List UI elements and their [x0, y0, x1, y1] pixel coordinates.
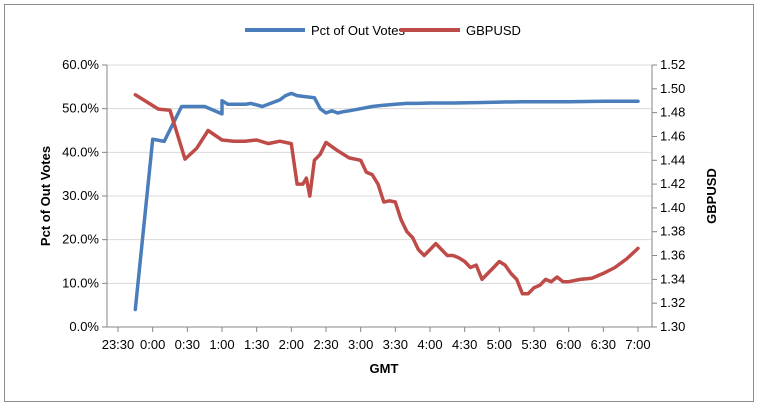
x-tick-label: 0:30 — [175, 337, 200, 352]
y2-tick-label: 1.30 — [660, 319, 685, 334]
y2-axis-title: GBPUSD — [704, 168, 719, 224]
y2-tick-label: 1.42 — [660, 176, 685, 191]
x-tick-label: 7:00 — [625, 337, 650, 352]
y2-tick-label: 1.38 — [660, 224, 685, 239]
x-axis-title: GMT — [370, 361, 399, 376]
x-tick-label: 1:00 — [209, 337, 234, 352]
x-tick-label: 23:30 — [102, 337, 135, 352]
y2-tick-label: 1.52 — [660, 57, 685, 72]
y2-tick-label: 1.36 — [660, 248, 685, 263]
legend-label-pct-of-out-votes: Pct of Out Votes — [311, 23, 405, 38]
x-tick-label: 2:00 — [279, 337, 304, 352]
y-axis-title: Pct of Out Votes — [38, 146, 53, 246]
y2-tick-label: 1.44 — [660, 152, 685, 167]
legend: Pct of Out Votes GBPUSD — [245, 23, 521, 38]
x-axis-ticks: 23:30 0:00 0:30 1:00 1:30 2:00 2:30 3:00 3:30 4:0… — [102, 327, 651, 352]
y2-tick-label: 1.46 — [660, 128, 685, 143]
x-tick-label: 4:30 — [452, 337, 477, 352]
legend-label-gbpusd: GBPUSD — [466, 23, 521, 38]
y2-tick-label: 1.50 — [660, 81, 685, 96]
x-tick-label: 5:00 — [487, 337, 512, 352]
x-tick-label: 3:00 — [348, 337, 373, 352]
chart-frame — [4, 4, 754, 402]
y2-tick-label: 1.40 — [660, 200, 685, 215]
y-tick-label: 10.0% — [62, 275, 99, 290]
x-tick-label: 3:30 — [383, 337, 408, 352]
y2-axis-ticks: 1.30 1.32 1.34 1.36 1.38 1.40 1.42 1.44 1.46 1.48… — [652, 57, 685, 334]
x-tick-label: 0:00 — [140, 337, 165, 352]
series-layer — [133, 91, 640, 312]
series-line-pct-of-out-votes — [133, 91, 640, 312]
y-tick-label: 50.0% — [62, 101, 99, 116]
y2-tick-label: 1.34 — [660, 271, 685, 286]
gridlines — [107, 64, 652, 284]
y-tick-label: 20.0% — [62, 232, 99, 247]
series-line-gbpusd — [133, 93, 640, 296]
y2-tick-label: 1.32 — [660, 295, 685, 310]
y2-tick-label: 1.48 — [660, 105, 685, 120]
y-tick-label: 0.0% — [69, 319, 99, 334]
x-tick-label: 4:00 — [417, 337, 442, 352]
x-tick-label: 6:00 — [556, 337, 581, 352]
x-tick-label: 1:30 — [244, 337, 269, 352]
y-tick-label: 60.0% — [62, 57, 99, 72]
x-tick-label: 6:30 — [591, 337, 616, 352]
y-tick-label: 40.0% — [62, 144, 99, 159]
y-tick-label: 30.0% — [62, 188, 99, 203]
x-tick-label: 2:30 — [313, 337, 338, 352]
x-tick-label: 5:30 — [521, 337, 546, 352]
y-axis-ticks: 0.0% 10.0% 20.0% 30.0% 40.0% 50.0% 60.0% — [62, 57, 107, 334]
